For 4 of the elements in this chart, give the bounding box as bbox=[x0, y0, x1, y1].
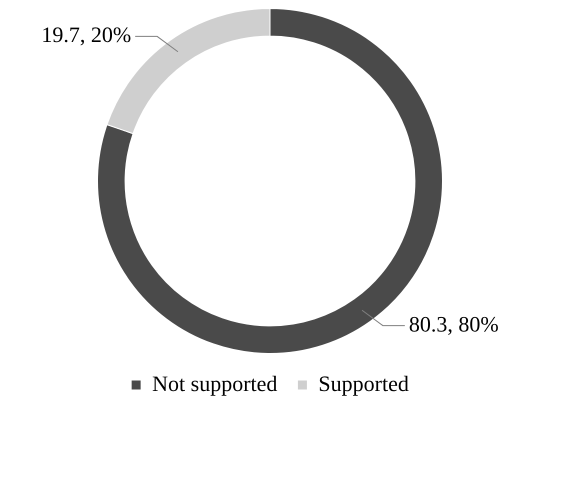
legend-label: Not supported bbox=[152, 370, 278, 396]
data-label: 80.3, 80% bbox=[408, 311, 499, 336]
data-label: 19.7, 20% bbox=[41, 22, 132, 48]
legend-label: Supported bbox=[318, 370, 409, 396]
